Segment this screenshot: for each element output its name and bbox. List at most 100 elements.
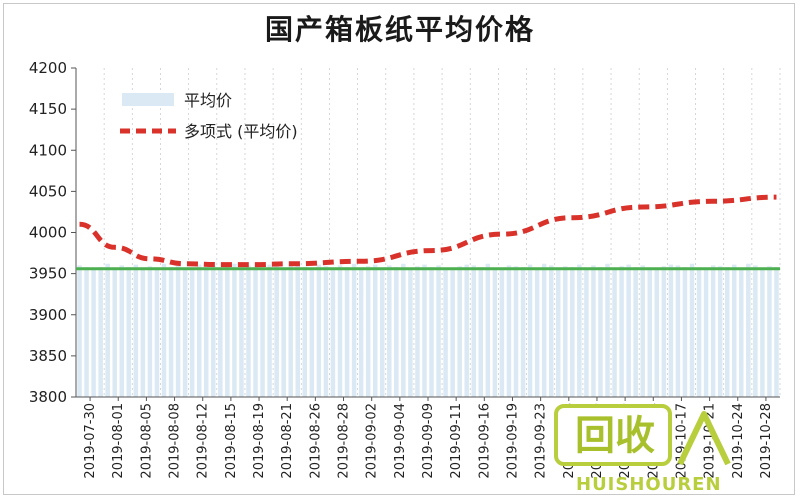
bar (506, 265, 512, 397)
bar (577, 264, 582, 397)
bar (527, 264, 533, 397)
bar (605, 263, 610, 397)
bar (394, 267, 399, 397)
bar (126, 267, 132, 397)
bar (767, 266, 772, 397)
x-tick-label: 2019-10-24 (731, 403, 746, 479)
legend-label-trendline: 多项式 (平均价) (184, 122, 298, 141)
bar (724, 267, 730, 397)
bar (154, 269, 160, 397)
bar (218, 269, 223, 397)
bar (555, 268, 561, 397)
bar (485, 263, 491, 397)
bar (513, 266, 519, 397)
y-tick-label: 4050 (29, 182, 67, 200)
y-tick-label: 3900 (29, 306, 67, 324)
bar (675, 265, 681, 397)
bar (98, 267, 103, 397)
x-tick-label: 2019-08-05 (139, 403, 154, 479)
bar (344, 267, 350, 397)
bar (105, 263, 110, 397)
bar (457, 266, 462, 397)
bar (696, 267, 702, 397)
bar (379, 267, 385, 397)
legend-label-bar: 平均价 (184, 91, 232, 110)
bar (91, 269, 96, 397)
bar (563, 266, 568, 397)
x-tick-label: 2019-08-26 (308, 403, 323, 479)
bar (520, 267, 526, 397)
bar (746, 263, 751, 397)
bar (147, 266, 153, 397)
bar (295, 263, 301, 397)
bar (309, 269, 315, 397)
bar (387, 265, 392, 397)
bar (626, 264, 631, 397)
bar (717, 266, 723, 397)
bar (682, 267, 688, 397)
bar (372, 264, 378, 397)
bar (612, 269, 617, 397)
bar (316, 264, 322, 397)
bar (203, 267, 209, 397)
x-tick-label: 2019-10-28 (759, 403, 774, 479)
bar (647, 267, 653, 397)
bar (77, 265, 82, 397)
bar (548, 265, 554, 397)
bar (175, 265, 181, 397)
bar (429, 267, 434, 397)
bar (358, 268, 364, 397)
bar (443, 267, 448, 397)
x-tick-label: 2019-09-23 (534, 403, 549, 479)
bar (84, 267, 89, 397)
x-tick-label: 2019-08-01 (111, 403, 126, 479)
x-tick-label: 2019-08-21 (280, 403, 295, 479)
watermark-subtext: HUISHOUREN (576, 474, 722, 495)
y-tick-label: 3800 (29, 388, 67, 406)
bar (633, 267, 638, 397)
x-tick-label: 2019-08-19 (252, 403, 267, 479)
bar (337, 265, 343, 397)
bar (211, 265, 216, 397)
bar (598, 267, 603, 397)
bar (274, 266, 279, 397)
chart-title: 国产箱板纸平均价格 (264, 13, 535, 46)
bar (753, 265, 758, 397)
y-tick-label: 4150 (29, 100, 67, 118)
x-tick-label: 2019-09-16 (477, 403, 492, 479)
bar (232, 263, 237, 397)
bar (401, 263, 406, 397)
bar (288, 265, 293, 397)
bar (450, 268, 455, 397)
bar (661, 266, 667, 397)
bar (689, 263, 695, 397)
bar (330, 267, 336, 397)
x-tick-label: 2019-10-17 (674, 403, 689, 479)
bar (140, 267, 146, 397)
bar (710, 265, 716, 397)
bar (246, 265, 251, 397)
bar (541, 263, 547, 397)
x-tick-label: 2019-09-04 (393, 403, 408, 479)
y-tick-label: 4000 (29, 224, 67, 242)
bar (267, 264, 272, 397)
x-tick-label: 2019-09-02 (365, 403, 380, 479)
bar (302, 267, 308, 397)
bar (196, 264, 202, 397)
bar (365, 266, 371, 397)
bar (119, 265, 125, 397)
bar (323, 266, 329, 397)
legend-swatch-bar (122, 93, 174, 106)
watermark-logo: 回收 HUISHOUREN (548, 402, 738, 498)
bar (436, 265, 441, 397)
watermark-text: 回收 (575, 413, 655, 459)
x-tick-label: 2019-08-15 (224, 403, 239, 479)
x-tick-label: 2019-07-30 (83, 403, 98, 479)
bar (619, 266, 624, 397)
bar (239, 267, 244, 397)
bar (774, 267, 779, 397)
bar (415, 266, 420, 397)
x-tick-label: 2019-09-11 (449, 403, 464, 479)
bar (260, 268, 265, 397)
y-tick-label: 4100 (29, 141, 67, 159)
